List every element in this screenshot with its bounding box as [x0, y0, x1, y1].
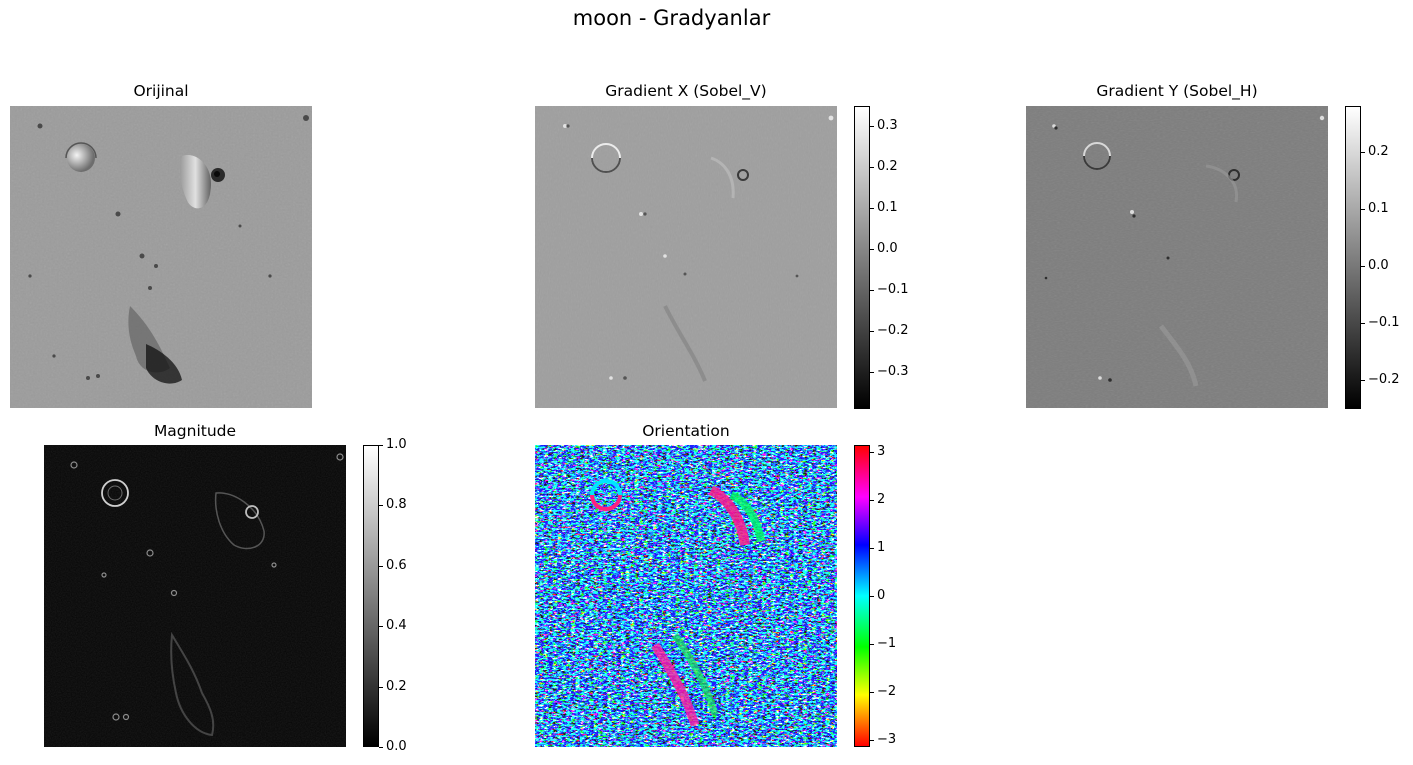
orijinal-image: [10, 106, 312, 408]
colorbar-tick-label: 0.2: [877, 159, 898, 174]
colorbar-tick-label: 0.8: [386, 497, 407, 512]
colorbar-tick-label: 0.2: [1368, 144, 1389, 159]
colorbar-tick-label: 0.1: [877, 200, 898, 215]
colorbar-tick-label: −0.2: [877, 323, 909, 338]
colorbar-tick-label: −3: [877, 732, 897, 747]
colorbar-tick-mark: [379, 626, 383, 627]
orientation-title: Orientation: [642, 422, 730, 440]
colorbar-tick-label: 0.2: [386, 679, 407, 694]
orientation-colorbar: [854, 445, 870, 747]
colorbar-tick-mark: [870, 126, 874, 127]
colorbar-tick-label: 2: [877, 492, 886, 507]
colorbar-tick-mark: [870, 740, 874, 741]
colorbar-tick-mark: [870, 290, 874, 291]
orijinal-title: Orijinal: [133, 82, 189, 100]
colorbar-tick-mark: [379, 566, 383, 567]
colorbar-tick-label: 0.0: [877, 241, 898, 256]
orientation-image: [535, 445, 837, 747]
gradient-x-image: [535, 106, 837, 408]
colorbar-tick-mark: [870, 644, 874, 645]
gradient-y-title: Gradient Y (Sobel_H): [1096, 82, 1258, 100]
colorbar-tick-mark: [1361, 209, 1365, 210]
colorbar-tick-label: −0.2: [1368, 372, 1400, 387]
colorbar-tick-mark: [870, 331, 874, 332]
colorbar-tick-label: 0: [877, 588, 886, 603]
colorbar-tick-mark: [379, 505, 383, 506]
colorbar-tick-mark: [1361, 380, 1365, 381]
colorbar-tick-mark: [1361, 152, 1365, 153]
colorbar-tick-label: 0.3: [877, 118, 898, 133]
colorbar-tick-label: −0.3: [877, 364, 909, 379]
colorbar-tick-label: 0.6: [386, 558, 407, 573]
colorbar-tick-mark: [870, 500, 874, 501]
colorbar-tick-mark: [870, 452, 874, 453]
colorbar-tick-label: −0.1: [877, 282, 909, 297]
colorbar-tick-mark: [379, 445, 383, 446]
colorbar-tick-mark: [870, 249, 874, 250]
magnitude-image: [44, 445, 346, 747]
gradient-x-title: Gradient X (Sobel_V): [605, 82, 767, 100]
colorbar-tick-mark: [870, 692, 874, 693]
gradient-y-image: [1026, 106, 1328, 408]
colorbar-tick-mark: [1361, 323, 1365, 324]
colorbar-tick-mark: [1361, 266, 1365, 267]
colorbar-tick-label: 0.1: [1368, 201, 1389, 216]
colorbar-tick-label: 1: [877, 540, 886, 555]
colorbar-tick-label: 0.4: [386, 618, 407, 633]
colorbar-tick-label: 1.0: [386, 437, 407, 452]
colorbar-tick-mark: [870, 167, 874, 168]
colorbar-tick-mark: [379, 747, 383, 748]
gradient-x-colorbar: [854, 106, 870, 409]
colorbar-tick-label: −1: [877, 636, 897, 651]
colorbar-tick-label: −0.1: [1368, 315, 1400, 330]
gradient-y-colorbar: [1345, 106, 1361, 409]
colorbar-tick-label: 0.0: [386, 739, 407, 754]
colorbar-tick-mark: [870, 372, 874, 373]
magnitude-title: Magnitude: [153, 422, 237, 440]
magnitude-colorbar: [363, 445, 379, 747]
colorbar-tick-mark: [379, 687, 383, 688]
colorbar-tick-mark: [870, 596, 874, 597]
figure-suptitle: moon - Gradyanlar: [572, 6, 771, 30]
colorbar-tick-label: −2: [877, 684, 897, 699]
colorbar-tick-label: 3: [877, 444, 886, 459]
colorbar-tick-mark: [870, 208, 874, 209]
colorbar-tick-mark: [870, 548, 874, 549]
colorbar-tick-label: 0.0: [1368, 258, 1389, 273]
